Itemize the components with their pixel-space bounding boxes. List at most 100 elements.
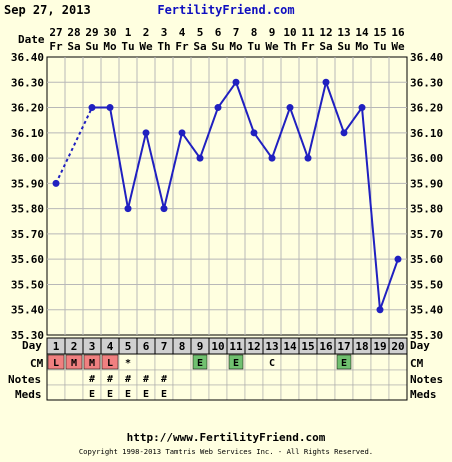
- x-weekday-label: Mo: [229, 40, 243, 53]
- temperature-point: [196, 154, 204, 162]
- x-weekday-label: Su: [85, 40, 98, 53]
- x-date-label: 13: [337, 26, 350, 39]
- temperature-point: [52, 179, 60, 187]
- meds-row-label-right: Meds: [410, 388, 437, 401]
- day-number: 18: [355, 340, 368, 353]
- x-weekday-label: We: [391, 40, 405, 53]
- series-line-segment: [163, 132, 183, 209]
- cm-row-label-left: CM: [30, 357, 44, 370]
- x-date-label: 6: [215, 26, 222, 39]
- day-number: 15: [301, 340, 314, 353]
- temperature-series: [52, 78, 402, 314]
- meds-cell-text: E: [125, 389, 131, 400]
- x-date-label: 1: [125, 26, 132, 39]
- day-number: 7: [161, 340, 168, 353]
- series-line-segment: [199, 107, 219, 159]
- x-date-label: 14: [355, 26, 369, 39]
- cm-cell: [370, 353, 390, 371]
- day-number: 1: [53, 340, 60, 353]
- x-weekday-label: Mo: [355, 40, 369, 53]
- egg-white-marker: [192, 354, 208, 370]
- day-number: 10: [211, 340, 224, 353]
- egg-white-marker: [228, 354, 244, 370]
- temperature-point: [268, 154, 276, 162]
- notes-cell: [244, 369, 264, 386]
- cm-cell: [316, 353, 336, 371]
- x-date-label: 5: [197, 26, 204, 39]
- meds-row-label-left: Meds: [15, 388, 42, 401]
- meds-cell: [298, 384, 318, 401]
- cm-cell: [388, 353, 408, 371]
- notes-cell: [316, 369, 336, 386]
- day-number: 8: [179, 340, 186, 353]
- day-number: 19: [373, 340, 386, 353]
- notes-cell: [370, 369, 390, 386]
- meds-cell: [244, 384, 264, 401]
- meds-cell-text: E: [89, 389, 95, 400]
- meds-cell: [370, 384, 390, 401]
- notes-cell: [298, 369, 318, 386]
- cm-cell: [154, 353, 174, 371]
- temperature-point: [394, 255, 402, 263]
- notes-row-label-right: Notes: [410, 373, 443, 386]
- y-tick-label-right: 35.50: [410, 278, 443, 291]
- y-tick-label-left: 35.70: [11, 228, 44, 241]
- y-tick-label-left: 35.50: [11, 278, 44, 291]
- temperature-point: [340, 129, 348, 137]
- temperature-point: [106, 104, 114, 112]
- cm-cell-text: M: [89, 358, 95, 369]
- y-tick-label-left: 35.40: [11, 304, 44, 317]
- meds-cell: [46, 384, 66, 401]
- y-tick-label-right: 36.40: [410, 51, 443, 64]
- cm-cell: [280, 353, 300, 371]
- notes-cell: [352, 369, 372, 386]
- x-weekday-label: Fr: [49, 40, 63, 53]
- y-tick-label-left: 36.40: [11, 51, 44, 64]
- series-line-segment: [217, 81, 237, 109]
- day-number: 13: [265, 340, 278, 353]
- series-line-segment: [289, 107, 309, 159]
- series-line-segment: [109, 107, 129, 209]
- cm-cell-text: M: [71, 358, 77, 369]
- series-line-segment: [271, 107, 291, 159]
- notes-cell: [64, 369, 84, 386]
- x-date-label: 27: [49, 26, 62, 39]
- meds-cell-text: E: [161, 389, 167, 400]
- temperature-point: [178, 129, 186, 137]
- x-weekday-label: Tu: [121, 40, 134, 53]
- notes-cell-text: #: [161, 374, 167, 385]
- cm-cell-text: E: [197, 358, 203, 369]
- y-tick-label-left: 36.00: [11, 152, 44, 165]
- day-number: 16: [319, 340, 333, 353]
- y-tick-label-left: 36.30: [11, 76, 44, 89]
- y-tick-label-right: 35.80: [410, 203, 443, 216]
- footer-url[interactable]: http://www.FertilityFriend.com: [127, 431, 326, 444]
- temperature-point: [322, 78, 330, 86]
- x-weekday-label: Su: [211, 40, 224, 53]
- site-name[interactable]: FertilityFriend.com: [157, 3, 294, 17]
- y-tick-label-right: 36.30: [410, 76, 443, 89]
- day-number: 12: [247, 340, 260, 353]
- x-weekday-label: Fr: [175, 40, 189, 53]
- y-tick-label-left: 35.80: [11, 203, 44, 216]
- x-weekday-label: Fr: [301, 40, 315, 53]
- y-axis-right: 36.40 36.30 36.20 36.10 36.00 35.90 35.80 35.70…: [410, 51, 443, 342]
- day-number: 6: [143, 340, 150, 353]
- day-number: 4: [107, 340, 114, 353]
- y-tick-label-left: 35.60: [11, 253, 44, 266]
- x-weekday-label: Su: [337, 40, 350, 53]
- meds-cell: [388, 384, 408, 401]
- temperature-point: [376, 306, 384, 314]
- cm-cell-text: *: [125, 358, 131, 369]
- meds-cell-text: E: [107, 389, 113, 400]
- x-date-label: 7: [233, 26, 240, 39]
- series-line-segment: [127, 132, 147, 209]
- y-axis-left: 36.40 36.30 36.20 36.10 36.00 35.90 35.80 35.70…: [11, 51, 44, 342]
- x-weekday-label: Tu: [373, 40, 386, 53]
- x-date-label: 10: [283, 26, 296, 39]
- chart-date: Sep 27, 2013: [4, 3, 91, 17]
- meds-cell: [280, 384, 300, 401]
- meds-cell: [334, 384, 354, 401]
- series-line-segment: [361, 107, 381, 310]
- meds-cell: [352, 384, 372, 401]
